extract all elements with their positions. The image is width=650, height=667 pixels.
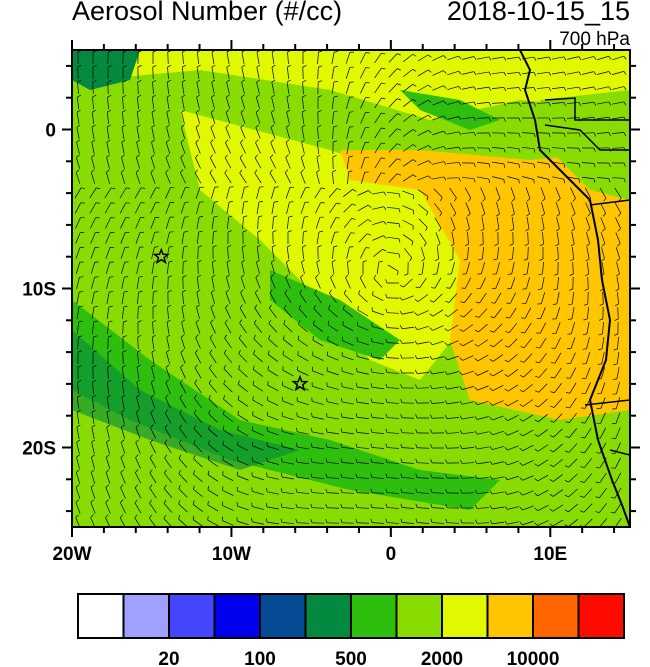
colorbar-label: 100	[244, 649, 276, 667]
colorbar-label: 500	[335, 649, 367, 667]
x-tick-label: 0	[386, 544, 397, 565]
colorbar-label: 2000	[421, 649, 463, 667]
colorbar-box	[168, 593, 216, 639]
y-tick-label: 0	[45, 121, 56, 142]
colorbar-box	[486, 593, 534, 639]
pressure-level: 700 hPa	[559, 29, 630, 50]
coastline	[519, 50, 630, 527]
x-tick-label: 20W	[52, 544, 91, 565]
colorbar-box	[395, 593, 443, 639]
x-tick-label: 10E	[533, 544, 567, 565]
colorbar-label: 20	[158, 649, 179, 667]
y-tick-label: 20S	[22, 439, 56, 460]
plot-datetime: 2018-10-15_15	[446, 0, 630, 26]
country-borders	[544, 97, 630, 456]
colorbar-box	[441, 593, 489, 639]
wind-barbs	[74, 50, 627, 527]
plot-title: Aerosol Number (#/cc)	[72, 0, 343, 26]
colorbar-box	[77, 593, 125, 639]
colorbar-box	[213, 593, 261, 639]
colorbar-box	[350, 593, 398, 639]
y-tick-label: 10S	[22, 280, 56, 301]
colorbar: 20 100 500 2000 10000	[77, 593, 625, 667]
star-marker-icon	[291, 374, 309, 392]
axis-ticks	[62, 40, 640, 537]
colorbar-label: 10000	[507, 649, 560, 667]
star-marker-icon	[152, 247, 170, 265]
aerosol-field	[72, 50, 630, 527]
x-tick-label: 10W	[212, 544, 251, 565]
colorbar-box	[532, 593, 580, 639]
colorbar-box	[304, 593, 352, 639]
colorbar-box	[259, 593, 307, 639]
colorbar-box	[122, 593, 170, 639]
colorbar-box	[577, 593, 625, 639]
